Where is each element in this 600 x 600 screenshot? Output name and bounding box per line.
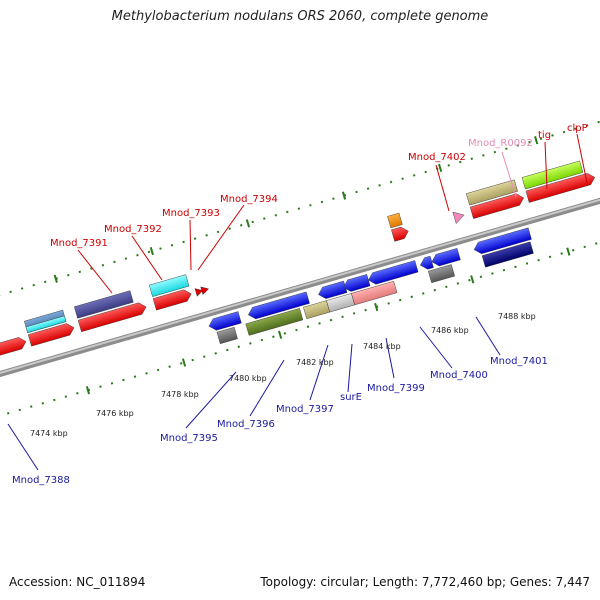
gene-label[interactable]: Mnod_7400 [430,370,488,381]
genome-strand [0,105,600,425]
gene-forward-cog[interactable] [74,290,134,319]
gene-reverse[interactable] [207,311,242,332]
scale-label: 7486 kbp [431,326,469,335]
gene-label[interactable]: Mnod_7395 [160,433,218,444]
gene-forward[interactable] [27,322,76,347]
gene-label[interactable]: Mnod_7396 [217,419,275,430]
gene-forward[interactable] [77,301,148,332]
gene-label[interactable]: Mnod_7401 [490,356,548,367]
gene-label[interactable]: Mnod_7397 [276,404,334,415]
forward-genes [0,160,597,371]
gene-label[interactable]: Mnod_7392 [104,224,162,235]
gene-forward[interactable] [391,225,410,242]
reverse-callouts [7,316,501,471]
map-title: Methylobacterium nodulans ORS 2060, comp… [111,9,489,24]
scale-label: 7482 kbp [296,358,334,367]
gene-label[interactable]: Mnod_7402 [408,152,466,163]
gene-label[interactable]: tig [538,130,551,141]
scale-label: 7488 kbp [498,312,536,321]
scale-label: 7480 kbp [229,374,267,383]
gene-label[interactable]: Mnod_7391 [50,238,108,249]
gene-forward-cog[interactable] [521,160,584,190]
topology-label: Topology: circular; Length: 7,772,460 bp… [260,575,590,589]
scale-label: 7474 kbp [30,429,68,438]
scale-labels: 7474 kbp 7476 kbp 7478 kbp 7480 kbp 7482… [30,312,536,438]
scale-label: 7478 kbp [161,390,199,399]
gene-reverse-cog[interactable] [428,264,455,283]
gene-forward-cog[interactable] [466,179,518,206]
gene-reverse[interactable] [342,274,371,293]
gene-label[interactable]: clpP [567,123,588,134]
gene-reverse-cog[interactable] [351,280,398,306]
gene-label[interactable]: Mnod_7388 [12,475,70,486]
gene-reverse-cog[interactable] [481,241,534,268]
gene-forward[interactable] [452,209,466,224]
scale-label: 7476 kbp [96,409,134,418]
gene-reverse[interactable] [247,291,310,321]
scale-label: 7484 kbp [363,342,401,351]
scale-ticks [53,136,571,395]
gene-forward[interactable] [469,192,525,219]
reverse-gene-labels: Mnod_7388 Mnod_7395 Mnod_7396 Mnod_7397 … [12,356,548,486]
gene-forward[interactable] [194,287,204,297]
gene-reverse-cog[interactable] [245,308,304,336]
gene-label[interactable]: Mnod_7393 [162,208,220,219]
forward-gene-labels: Mnod_7391 Mnod_7392 Mnod_7393 Mnod_7394 … [50,123,588,249]
backbone-highlight [0,177,600,386]
gene-label[interactable]: Mnod_7394 [220,194,278,205]
gene-forward[interactable] [152,288,193,311]
forward-callouts [77,133,588,294]
gene-reverse[interactable] [317,280,348,300]
gene-forward[interactable] [0,336,28,371]
gene-forward-cog[interactable] [25,315,67,333]
gene-label[interactable]: Mnod_7399 [367,383,425,394]
gene-reverse[interactable] [419,255,434,271]
reverse-genes [207,227,534,344]
gene-reverse[interactable] [472,227,532,256]
gene-label[interactable]: Mnod_R0092 [468,138,533,149]
gene-forward-cog[interactable] [148,274,190,297]
gene-forward-cog[interactable] [387,212,403,229]
gene-reverse-cog[interactable] [216,326,238,344]
gene-reverse[interactable] [367,260,419,286]
gene-label[interactable]: surE [340,392,362,403]
gene-forward[interactable] [525,172,597,203]
accession-label: Accession: NC_011894 [9,575,146,589]
gene-forward[interactable] [200,285,210,295]
gene-reverse[interactable] [430,248,461,267]
